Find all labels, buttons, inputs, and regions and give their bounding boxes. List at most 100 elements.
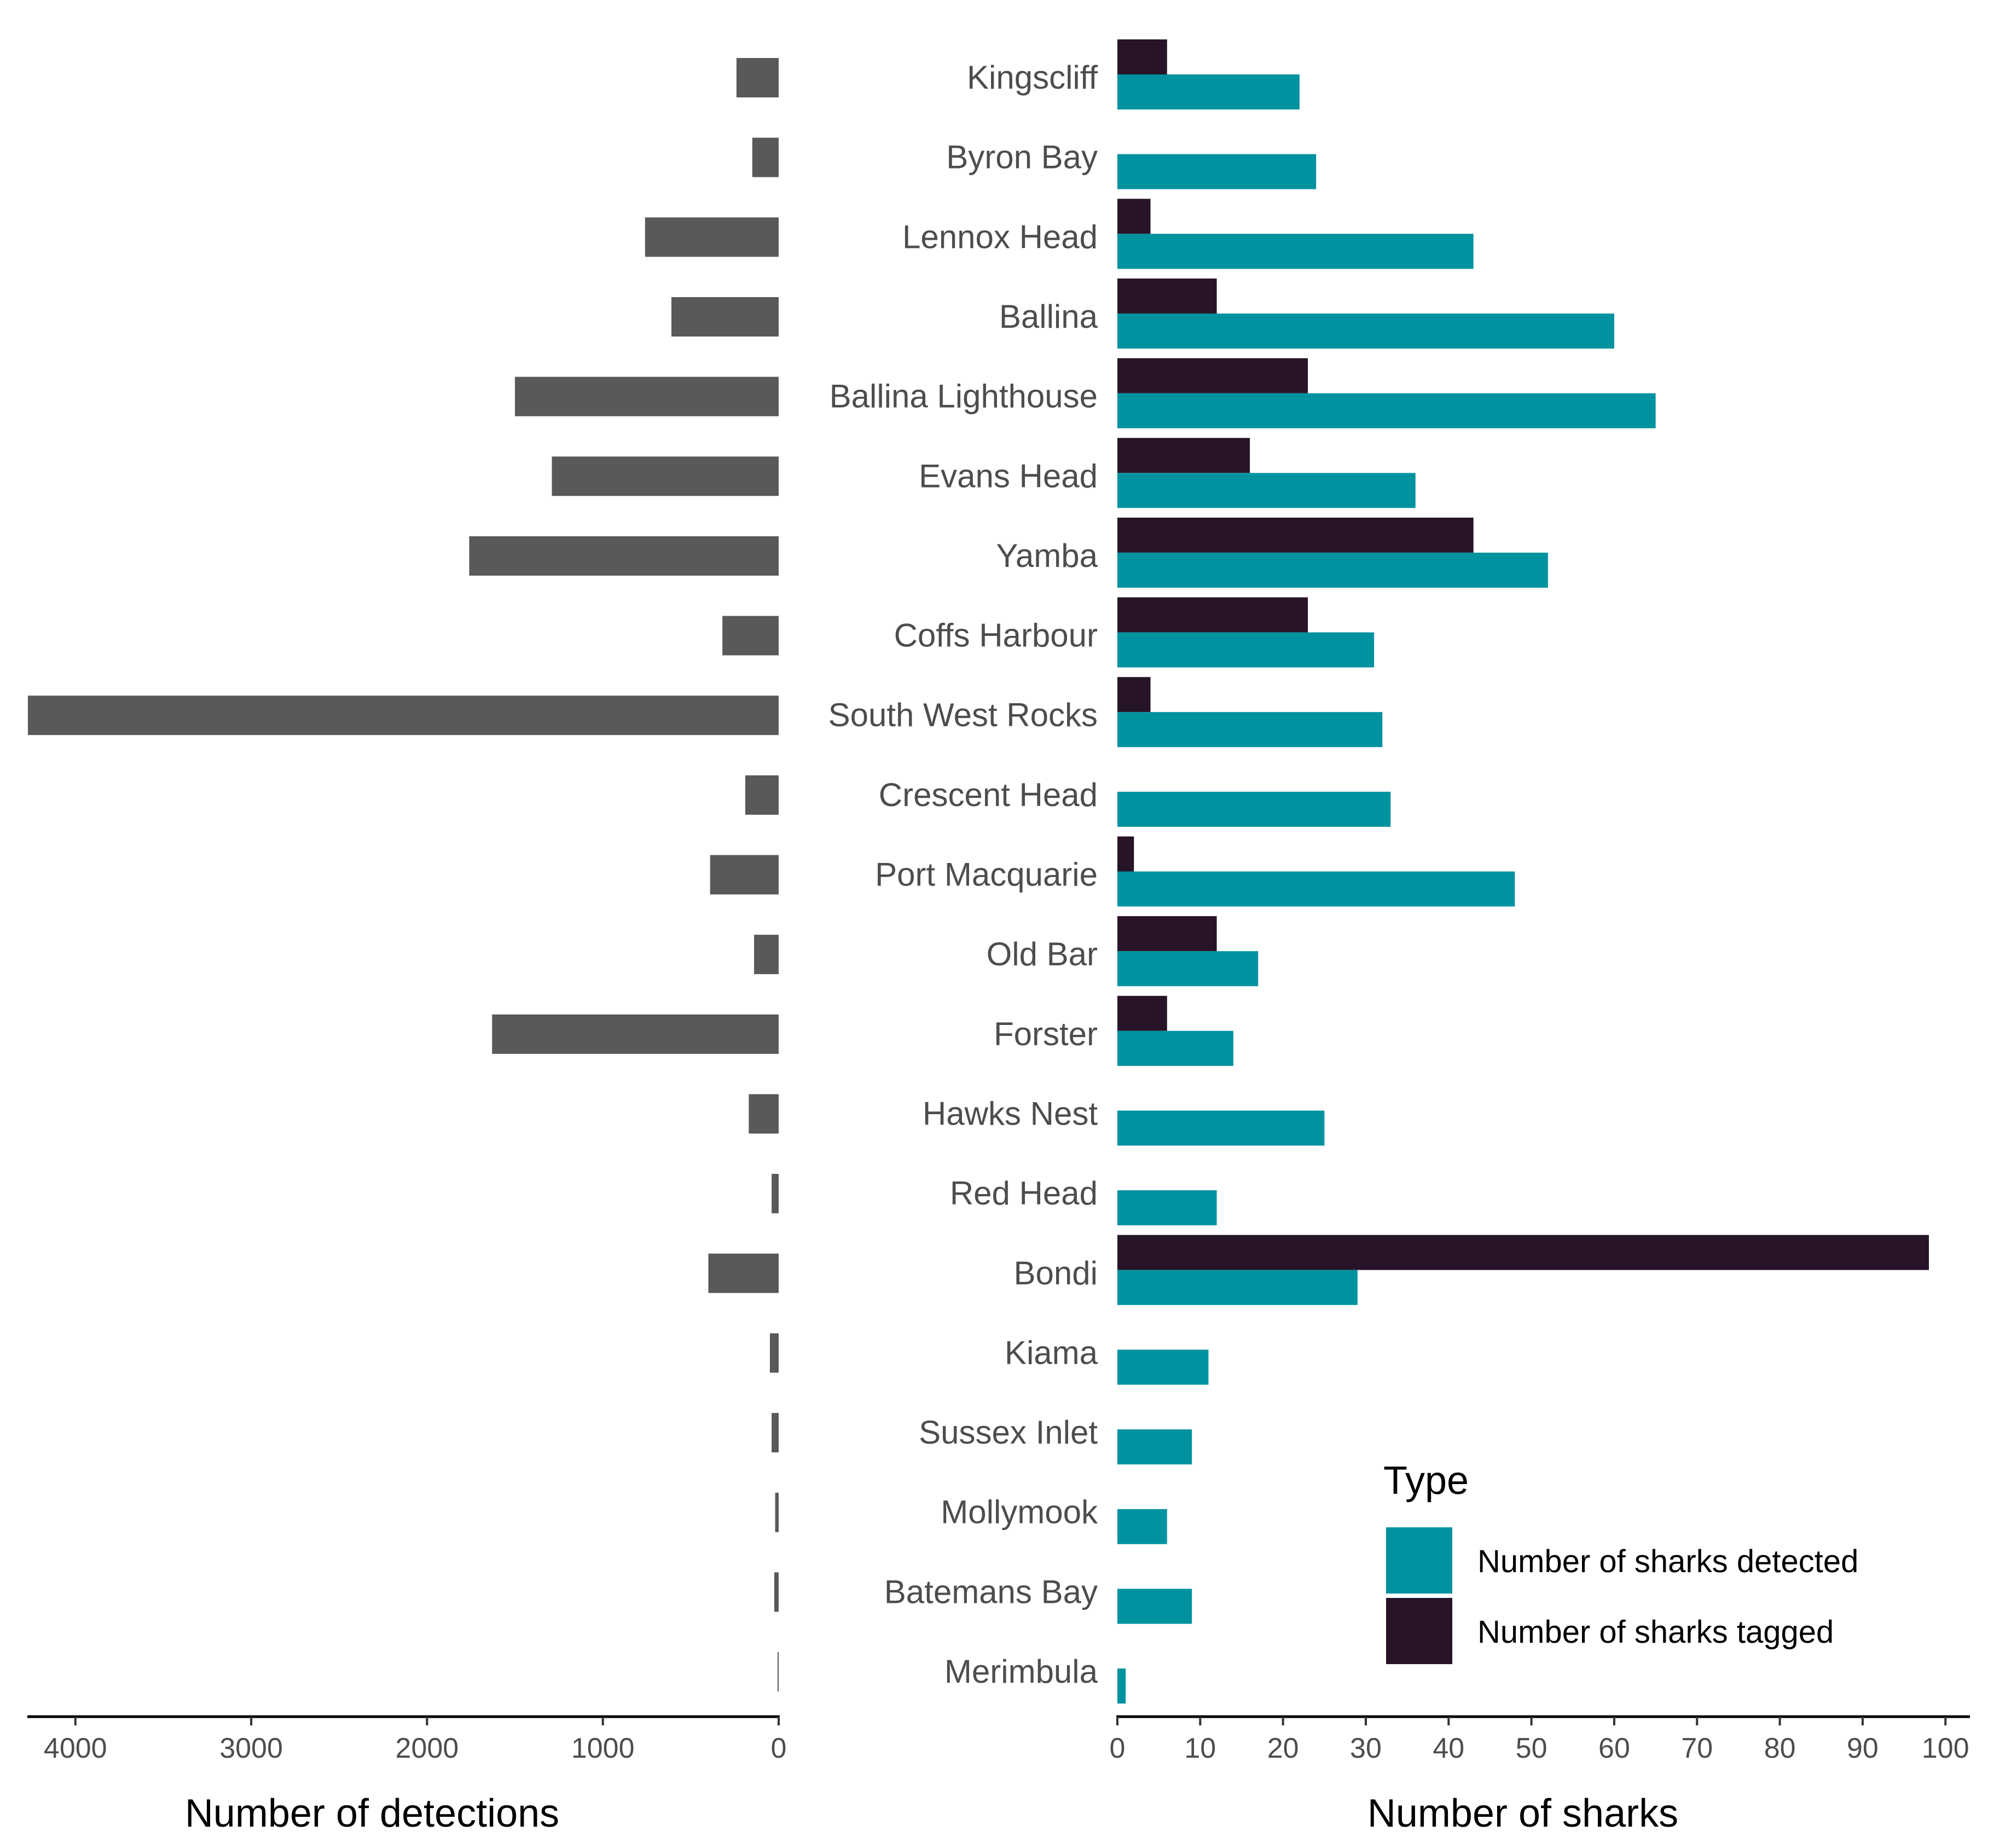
site-label-sussex-inlet: Sussex Inlet bbox=[919, 1414, 1098, 1451]
site-label-south-west-rocks: South West Rocks bbox=[828, 697, 1098, 733]
site-labels: Kingscliff Byron Bay Lennox Head Ballina Bal… bbox=[828, 59, 1098, 1690]
site-label-lennox-head: Lennox Head bbox=[902, 218, 1098, 255]
site-label-forster: Forster bbox=[994, 1016, 1098, 1052]
sharks-tick-label-70: 70 bbox=[1681, 1733, 1713, 1764]
detected-bar-port-macquarie bbox=[1117, 871, 1515, 907]
detections-tick-label-0: 0 bbox=[771, 1733, 787, 1764]
detection-bar-mollymook bbox=[775, 1492, 779, 1532]
detection-bar-ballina-lighthouse bbox=[515, 376, 779, 416]
detected-bar-sussex-inlet bbox=[1117, 1429, 1192, 1465]
detected-bar-south-west-rocks bbox=[1117, 712, 1383, 748]
detected-bar-evans-head bbox=[1117, 473, 1416, 508]
tagged-bar-coffs-harbour bbox=[1117, 597, 1308, 633]
detection-bar-kingscliff bbox=[736, 58, 779, 97]
legend: Type Number of sharks detected Number of… bbox=[1383, 1459, 1858, 1664]
site-label-ballina-lighthouse: Ballina Lighthouse bbox=[830, 378, 1098, 415]
detection-bar-lennox-head bbox=[645, 217, 779, 257]
detections-tick-label-1000: 1000 bbox=[571, 1733, 635, 1764]
detected-bar-ballina bbox=[1117, 313, 1614, 349]
detected-bar-lennox-head bbox=[1117, 234, 1474, 269]
detection-bar-forster bbox=[492, 1014, 779, 1054]
sharks-axis-title: Number of sharks bbox=[1367, 1792, 1678, 1835]
detections-axis-title: Number of detections bbox=[185, 1792, 559, 1835]
sharks-tick-label-60: 60 bbox=[1598, 1733, 1630, 1764]
detection-bar-batemans-bay bbox=[774, 1572, 779, 1612]
site-label-old-bar: Old Bar bbox=[987, 936, 1098, 972]
detection-bar-coffs-harbour bbox=[722, 616, 779, 656]
sharks-tick-label-80: 80 bbox=[1764, 1733, 1796, 1764]
detected-bar-yamba bbox=[1117, 552, 1548, 588]
detection-bar-port-macquarie bbox=[710, 855, 779, 895]
detection-bar-evans-head bbox=[552, 456, 779, 496]
detected-bar-bondi bbox=[1117, 1270, 1358, 1305]
detected-bar-hawks-nest bbox=[1117, 1110, 1325, 1146]
detection-bar-hawks-nest bbox=[749, 1094, 779, 1134]
site-label-merimbula: Merimbula bbox=[944, 1653, 1098, 1690]
detected-bar-kiama bbox=[1117, 1349, 1209, 1385]
legend-label-tagged: Number of sharks tagged bbox=[1477, 1614, 1834, 1650]
sharks-tick-label-90: 90 bbox=[1847, 1733, 1879, 1764]
sharks-panel: 0 10 20 30 40 50 60 70 80 90 100 bbox=[1110, 39, 1970, 1764]
detected-bar-coffs-harbour bbox=[1117, 632, 1375, 668]
tagged-bar-port-macquarie bbox=[1117, 836, 1134, 872]
legend-title: Type bbox=[1383, 1459, 1469, 1503]
detections-tick-label-2000: 2000 bbox=[396, 1733, 459, 1764]
detected-bar-forster bbox=[1117, 1030, 1233, 1066]
detected-bar-kingscliff bbox=[1117, 74, 1300, 109]
detection-bar-merimbula bbox=[778, 1652, 779, 1691]
tagged-bar-bondi bbox=[1117, 1235, 1929, 1270]
sharks-tick-label-50: 50 bbox=[1516, 1733, 1547, 1764]
detection-bar-sussex-inlet bbox=[772, 1413, 779, 1453]
detection-bar-red-head bbox=[772, 1174, 779, 1214]
site-label-evans-head: Evans Head bbox=[919, 457, 1098, 494]
site-label-bondi: Bondi bbox=[1014, 1255, 1098, 1291]
sharks-tick-label-100: 100 bbox=[1922, 1733, 1969, 1764]
tagged-bar-kingscliff bbox=[1117, 39, 1167, 74]
tagged-bar-yamba bbox=[1117, 517, 1474, 553]
tagged-bar-lennox-head bbox=[1117, 199, 1151, 234]
detected-bar-batemans-bay bbox=[1117, 1589, 1192, 1624]
detected-bar-merimbula bbox=[1117, 1669, 1126, 1704]
legend-swatch-tagged bbox=[1386, 1598, 1452, 1664]
tagged-bar-forster bbox=[1117, 995, 1167, 1031]
tagged-bar-ballina bbox=[1117, 278, 1217, 314]
detection-bar-crescent-head bbox=[745, 775, 779, 815]
site-label-red-head: Red Head bbox=[950, 1175, 1098, 1212]
legend-label-detected: Number of sharks detected bbox=[1477, 1544, 1858, 1579]
site-label-batemans-bay: Batemans Bay bbox=[884, 1573, 1098, 1610]
detected-bar-mollymook bbox=[1117, 1509, 1167, 1544]
sharks-tick-label-10: 10 bbox=[1184, 1733, 1216, 1764]
detections-tick-label-3000: 3000 bbox=[219, 1733, 283, 1764]
tagged-bar-evans-head bbox=[1117, 438, 1250, 473]
detected-bar-byron-bay bbox=[1117, 154, 1317, 189]
site-label-byron-bay: Byron Bay bbox=[946, 139, 1098, 176]
site-label-hawks-nest: Hawks Nest bbox=[923, 1095, 1098, 1132]
site-label-mollymook: Mollymook bbox=[941, 1494, 1098, 1531]
detection-bar-south-west-rocks bbox=[28, 696, 779, 735]
detection-bar-byron-bay bbox=[752, 137, 779, 177]
site-label-kiama: Kiama bbox=[1005, 1334, 1098, 1371]
legend-swatch-detected bbox=[1386, 1527, 1452, 1594]
sharks-tick-label-0: 0 bbox=[1110, 1733, 1126, 1764]
site-label-port-macquarie: Port Macquarie bbox=[875, 856, 1098, 893]
tagged-bar-ballina-lighthouse bbox=[1117, 358, 1308, 393]
detected-bar-crescent-head bbox=[1117, 791, 1391, 827]
sharks-tick-label-40: 40 bbox=[1433, 1733, 1464, 1764]
site-label-yamba: Yamba bbox=[996, 537, 1098, 574]
site-label-kingscliff: Kingscliff bbox=[967, 59, 1098, 96]
site-label-crescent-head: Crescent Head bbox=[879, 777, 1098, 813]
tagged-bar-old-bar bbox=[1117, 916, 1217, 952]
detection-bar-ballina bbox=[671, 297, 779, 337]
detection-bar-bondi bbox=[708, 1253, 779, 1293]
detection-bar-old-bar bbox=[754, 935, 779, 975]
detections-panel: 4000 3000 2000 1000 0 bbox=[27, 58, 786, 1764]
detected-bar-ballina-lighthouse bbox=[1117, 393, 1656, 428]
site-label-ballina: Ballina bbox=[999, 298, 1098, 335]
detected-bar-old-bar bbox=[1117, 951, 1259, 987]
detection-bar-kiama bbox=[769, 1333, 779, 1373]
detected-bar-red-head bbox=[1117, 1190, 1217, 1226]
sharks-tick-label-20: 20 bbox=[1267, 1733, 1299, 1764]
tagged-bar-south-west-rocks bbox=[1117, 677, 1151, 712]
sharks-tick-label-30: 30 bbox=[1350, 1733, 1382, 1764]
